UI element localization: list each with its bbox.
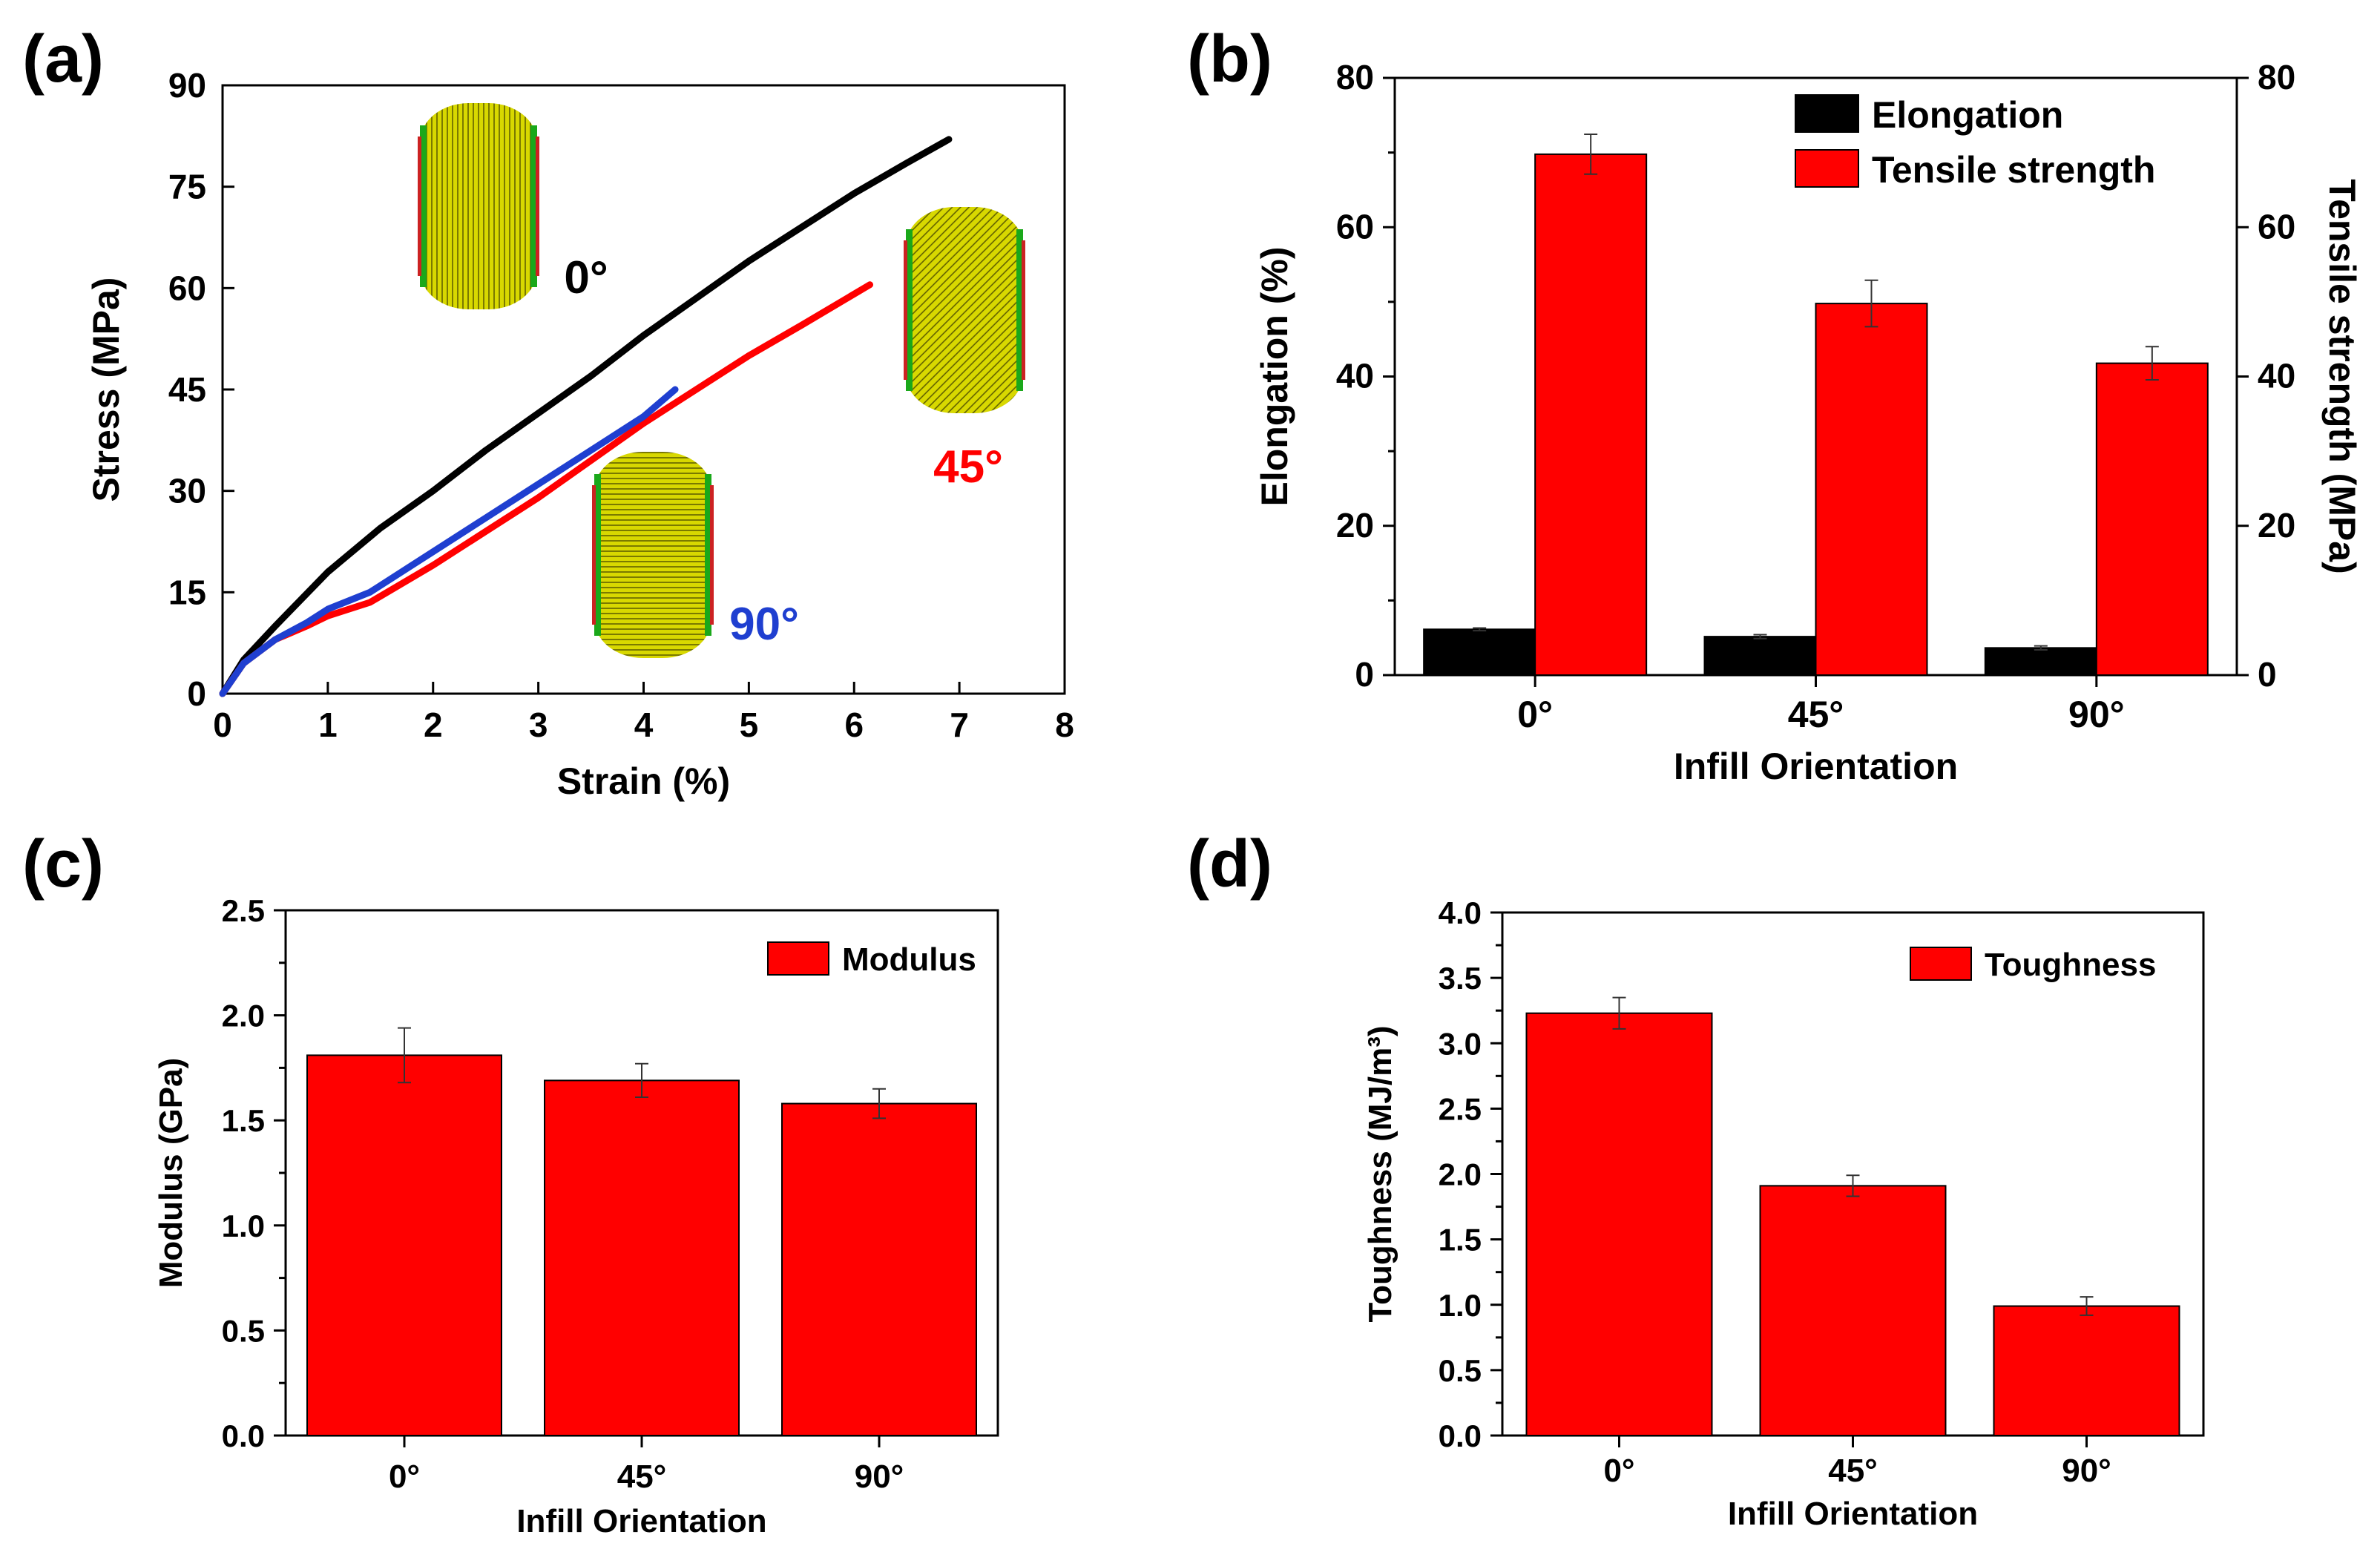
panel-a-x-tick-label: 1 xyxy=(318,706,338,744)
panel-d-bar-toughness xyxy=(1525,1012,1713,1436)
annotation-90deg: 90° xyxy=(729,599,799,650)
panel-d-y-tick-label: 4.0 xyxy=(1439,895,1482,930)
panel-a-y-tick-label: 0 xyxy=(187,674,206,713)
panel-a-y-tick-label: 60 xyxy=(168,269,206,307)
panel-b-x-tick-label: 0° xyxy=(1517,694,1553,735)
panel-d-y-tick-label: 1.5 xyxy=(1439,1223,1482,1257)
panel-c-x-axis-label: Infill Orientation xyxy=(516,1503,766,1539)
panel-a-y-tick-label: 15 xyxy=(168,573,206,611)
panel-d-y-tick-label: 0.5 xyxy=(1439,1353,1482,1388)
panel-b-bar-tensile-strength xyxy=(2095,362,2209,676)
panel-b-y2-tick-label: 80 xyxy=(2258,58,2295,96)
panel-c-y-axis-label: Modulus (GPa) xyxy=(153,1058,189,1288)
panel-a-y-tick-label: 45 xyxy=(168,370,206,409)
panel-b-y-tick-label: 40 xyxy=(1336,357,1374,395)
panel-b-y2-tick-label: 0 xyxy=(2258,655,2277,694)
panel-b-y2-tick-label: 60 xyxy=(2258,207,2295,246)
panel-b-bar-tensile-strength xyxy=(1534,153,1648,677)
panel-b-y2-axis-label: Tensile strength (MPa) xyxy=(2321,179,2363,573)
specimen-45deg-image xyxy=(904,207,1025,413)
panel-b-legend-label: Elongation xyxy=(1872,94,2063,136)
panel-a-y-tick-label: 90 xyxy=(168,66,206,105)
panel-b-y-tick-label: 80 xyxy=(1336,58,1374,96)
panel-c-y-tick-label: 0.5 xyxy=(222,1313,265,1348)
annotation-45deg: 45° xyxy=(933,441,1003,493)
panel-b-bar-elongation xyxy=(1703,636,1817,676)
panel-b-y-tick-label: 20 xyxy=(1336,506,1374,545)
panel-b-y-axis-label: Elongation (%) xyxy=(1254,247,1295,507)
panel-d: (d) 0.0 0.5 1.0 1.5 2.0 2.5 3.0 3.5 4.0 0° 45° 90° In… xyxy=(1187,827,2205,1532)
panel-c-legend-label: Modulus xyxy=(842,941,976,978)
panel-d-x-tick-label: 90° xyxy=(2062,1453,2111,1489)
panel-c-y-tick-label: 1.0 xyxy=(222,1209,265,1243)
panel-c-y-tick-label: 2.5 xyxy=(222,893,265,928)
panel-d-y-tick-label: 3.0 xyxy=(1439,1026,1482,1061)
panel-a-label: (a) xyxy=(22,22,104,96)
panel-d-y-tick-label: 0.0 xyxy=(1439,1418,1482,1453)
panel-a-x-tick-label: 6 xyxy=(844,706,864,744)
panel-b-x-tick-label: 45° xyxy=(1788,694,1844,735)
panel-c-bar-modulus xyxy=(306,1054,502,1436)
panel-c-label: (c) xyxy=(22,827,104,901)
panel-a-y-tick-label: 75 xyxy=(168,168,206,206)
panel-b-bar-elongation xyxy=(1423,628,1536,676)
panel-a-x-axis-label: Strain (%) xyxy=(557,760,730,802)
panel-d-legend-swatch xyxy=(1910,947,1972,981)
panel-b-y2-tick-label: 40 xyxy=(2258,357,2295,395)
panel-b-legend-label: Tensile strength xyxy=(1872,149,2155,191)
panel-b-y-tick-label: 0 xyxy=(1355,655,1374,694)
panel-a-y-tick-label: 30 xyxy=(168,472,206,510)
panel-a-x-tick-label: 0 xyxy=(213,706,232,744)
panel-c-x-tick-label: 90° xyxy=(855,1459,904,1495)
panel-a-x-tick-label: 8 xyxy=(1055,706,1074,744)
panel-d-x-tick-label: 45° xyxy=(1828,1453,1878,1489)
panel-c: (c) 0.0 0.5 1.0 1.5 2.0 2.5 0° 45° 90° Infill Orie… xyxy=(22,827,999,1539)
panel-b-legend-swatch xyxy=(1795,94,1859,133)
panel-b-label: (b) xyxy=(1187,22,1272,96)
panel-a-x-tick-label: 3 xyxy=(529,706,548,744)
panel-b-y-tick-label: 60 xyxy=(1336,207,1374,246)
panel-a-x-tick-label: 2 xyxy=(424,706,443,744)
panel-b-x-tick-label: 90° xyxy=(2068,694,2125,735)
panel-c-legend-swatch xyxy=(767,941,829,976)
panel-d-label: (d) xyxy=(1187,827,1272,901)
panel-b-bar-elongation xyxy=(1984,647,2097,676)
specimen-0deg-image xyxy=(418,103,539,309)
panel-a-x-tick-label: 7 xyxy=(950,706,969,744)
panel-b-bar-tensile-strength xyxy=(1815,303,1928,676)
panel-d-legend-label: Toughness xyxy=(1985,947,2156,983)
panel-d-x-axis-label: Infill Orientation xyxy=(1728,1496,1978,1532)
panel-a-x-tick-label: 4 xyxy=(634,706,654,744)
panel-c-y-tick-label: 0.0 xyxy=(222,1418,265,1453)
panel-d-bar-toughness xyxy=(1993,1305,2180,1436)
panel-c-x-tick-label: 45° xyxy=(617,1459,667,1495)
panel-a-x-tick-label: 5 xyxy=(740,706,759,744)
panel-d-y-tick-label: 1.0 xyxy=(1439,1288,1482,1323)
curve-90deg xyxy=(219,386,679,697)
panel-d-y-tick-label: 3.5 xyxy=(1439,961,1482,996)
panel-d-y-tick-label: 2.0 xyxy=(1439,1157,1482,1192)
panel-d-y-axis-label: Toughness (MJ/m³) xyxy=(1362,1025,1398,1322)
panel-c-bar-modulus xyxy=(544,1079,740,1436)
panel-c-y-tick-label: 2.0 xyxy=(222,999,265,1033)
curve-0deg xyxy=(219,136,953,697)
panel-d-y-tick-label: 2.5 xyxy=(1439,1091,1482,1126)
specimen-90deg-image xyxy=(592,452,714,658)
panel-a-y-axis-label: Stress (MPa) xyxy=(85,277,127,502)
panel-b-x-axis-label: Infill Orientation xyxy=(1674,746,1958,787)
panel-b-y2-tick-label: 20 xyxy=(2258,506,2295,545)
panel-c-x-tick-label: 0° xyxy=(389,1459,420,1495)
panel-b: (b) 0 0 20 20 40 40 60 60 80 80 0° 45° 90° Infill Orie… xyxy=(1187,22,2363,787)
panel-c-bar-modulus xyxy=(781,1102,977,1436)
panel-b-legend-swatch xyxy=(1795,149,1859,188)
panel-d-x-tick-label: 0° xyxy=(1603,1453,1634,1489)
panel-c-y-tick-label: 1.5 xyxy=(222,1103,265,1138)
annotation-0deg: 0° xyxy=(564,252,608,303)
panel-d-bar-toughness xyxy=(1759,1185,1947,1437)
